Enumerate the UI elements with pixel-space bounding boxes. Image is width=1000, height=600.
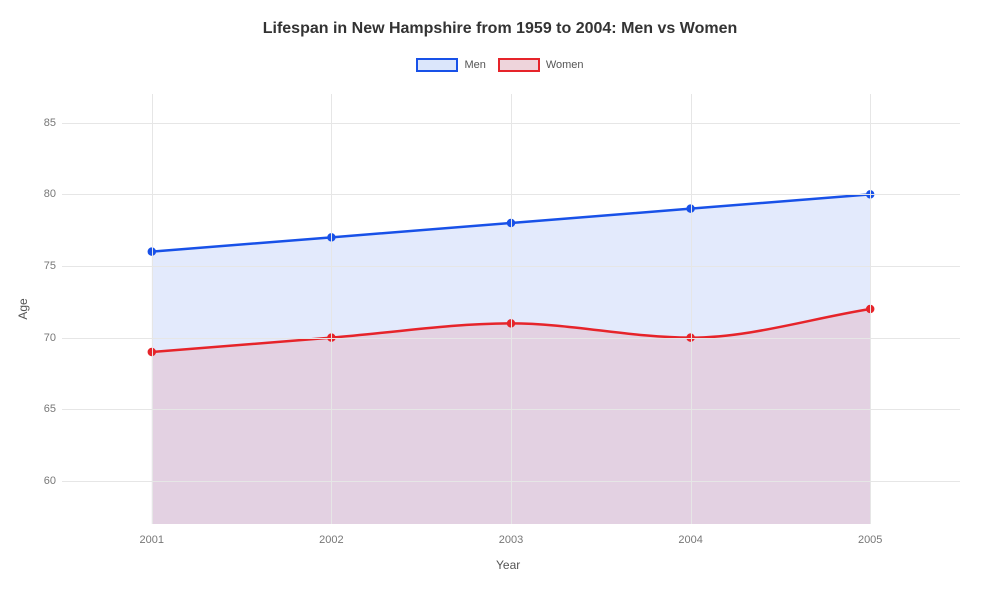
chart-title: Lifespan in New Hampshire from 1959 to 2… (0, 20, 1000, 38)
y-tick-label: 65 (34, 403, 56, 415)
grid-v (331, 94, 332, 524)
y-tick-label: 70 (34, 332, 56, 344)
grid-h (62, 194, 960, 195)
y-tick-label: 60 (34, 475, 56, 487)
legend-label-women: Women (546, 59, 584, 71)
grid-h (62, 123, 960, 124)
x-axis-label: Year (496, 558, 520, 572)
x-tick-label: 2001 (140, 534, 164, 546)
y-tick-label: 80 (34, 188, 56, 200)
grid-v (691, 94, 692, 524)
grid-h (62, 409, 960, 410)
grid-v (870, 94, 871, 524)
legend-label-men: Men (464, 59, 485, 71)
y-tick-label: 75 (34, 260, 56, 272)
grid-v (152, 94, 153, 524)
plot-area (62, 94, 960, 524)
legend-swatch-men (416, 58, 458, 72)
y-tick-label: 85 (34, 117, 56, 129)
legend-item-men[interactable]: Men (416, 58, 485, 72)
x-tick-label: 2004 (678, 534, 702, 546)
x-tick-label: 2003 (499, 534, 523, 546)
legend-item-women[interactable]: Women (498, 58, 584, 72)
legend-swatch-women (498, 58, 540, 72)
x-tick-label: 2002 (319, 534, 343, 546)
grid-h (62, 338, 960, 339)
grid-v (511, 94, 512, 524)
grid-h (62, 266, 960, 267)
grid-h (62, 481, 960, 482)
legend: Men Women (0, 58, 1000, 72)
y-axis-label: Age (16, 298, 30, 319)
x-tick-label: 2005 (858, 534, 882, 546)
chart-container: Lifespan in New Hampshire from 1959 to 2… (0, 0, 1000, 600)
